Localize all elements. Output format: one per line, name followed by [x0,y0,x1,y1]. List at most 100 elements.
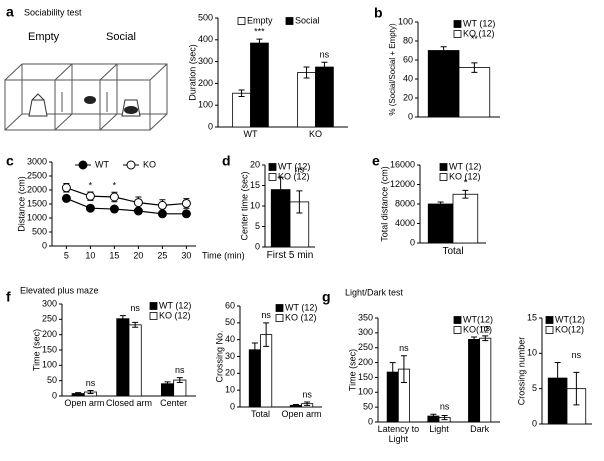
legend-marker [78,160,88,170]
legend-label: WT [95,159,109,169]
marker [157,200,167,210]
significance-label: ns [295,165,305,175]
y-tick-label: 20 [403,92,413,102]
panel-letter: d [222,153,231,169]
y-tick-label: 30 [225,351,235,361]
x-axis-label: Time (min) [202,250,245,260]
bar [427,50,460,118]
y-tick-label: 500 [32,226,47,236]
error-bar [87,389,94,395]
y-tick-label: 8000 [395,198,415,208]
chart-title: Elevated plus maze [20,285,99,295]
box-outline [4,63,168,131]
error-bar [440,46,447,55]
line [66,197,187,215]
bar [315,66,334,128]
y-axis-label: Crossing number [516,337,526,406]
y-tick-label: 50 [225,317,235,327]
panel-letter: c [6,153,14,169]
legend-swatch [453,326,462,334]
scene-label: Empty [28,31,60,43]
y-axis-label: Center time (sec) [239,171,249,240]
x-label-box: Latency to Light [378,425,420,444]
y-tick-label: 1000 [27,212,47,222]
y-tick-label: 10 [225,385,235,395]
significance-label: ns [261,310,271,320]
bar [452,193,479,244]
legend-label: KO (12) [159,310,191,320]
y-tick-label: 0 [230,401,235,411]
error-bar [256,38,263,48]
marker [181,198,191,208]
significance-label: ns [86,378,96,388]
x-tick-label: 25 [157,250,167,260]
y-tick-label: 400 [198,34,213,44]
door [61,92,108,112]
y-tick-label: 300 [358,327,373,337]
significance-label: ns [399,343,409,353]
y-tick-label: 40 [403,73,413,83]
y-tick-label: 200 [42,329,57,339]
y-tick-label: 4000 [395,218,415,228]
y-tick-label: 16000 [390,159,415,169]
y-tick-label: 10 [527,348,537,358]
bar [458,67,491,118]
scene-label: Social [106,31,136,43]
legend-label: KO [143,159,156,169]
y-axis-label: Crossing No. [214,330,224,382]
error-bar [462,189,469,199]
error-bar [471,336,478,343]
x-tick-label: KO [308,130,322,139]
y-tick-label: 0 [42,240,47,250]
bar [116,318,130,397]
marker [61,193,71,203]
sociability-apparatus [4,63,168,131]
y-axis-label: % (Social/Social + Empty) [388,23,397,116]
y-tick-label: 50 [363,402,373,412]
legend-swatch [453,316,462,324]
x-tick-label: WT [243,130,258,139]
scene-title: Sociability test [24,7,82,17]
error-bar [430,413,437,419]
y-tick-label: 300 [42,298,57,308]
error-bar [389,362,396,383]
error-bar [304,401,311,406]
error-bar [164,381,171,387]
legend-swatch [439,163,448,171]
legend-label: Empty [247,15,273,25]
bar [297,72,316,128]
y-tick-label: 2000 [27,184,47,194]
x-tick-label: Dark [470,425,490,434]
bar [232,92,251,128]
error-bar [321,61,328,73]
y-tick-label: 80 [403,35,413,45]
panel-letter: g [322,289,331,305]
bar [248,349,261,408]
y-tick-label: 0 [52,390,57,400]
x-tick-label: Closed arm [105,399,152,408]
x-label-box: Light [429,425,449,434]
legend-label: KO(12) [463,324,492,334]
error-bar [482,335,489,342]
error-bar [251,342,258,357]
legend-label: WT (12) [278,161,310,171]
legend-label: KO (12) [449,171,481,181]
legend-swatch [453,20,462,28]
x-label-box: Open arm [281,410,321,419]
y-tick-label: 40 [225,334,235,344]
bar [427,203,454,244]
error-bar [573,371,580,406]
y-tick-label: 3000 [27,156,47,166]
x-tick-label: 20 [133,250,143,260]
x-tick-label: Total [442,246,464,257]
chart-title: Light/Dark test [345,287,404,297]
y-tick-label: 2500 [27,170,47,180]
x-label-box: Open arm [64,399,104,408]
legend-swatch [268,173,277,181]
y-tick-label: 1500 [27,198,47,208]
marker [85,191,95,201]
x-tick-label: Center [160,399,188,408]
significance-label: ** [471,34,479,44]
bar [479,337,492,423]
error-bar [400,355,407,383]
